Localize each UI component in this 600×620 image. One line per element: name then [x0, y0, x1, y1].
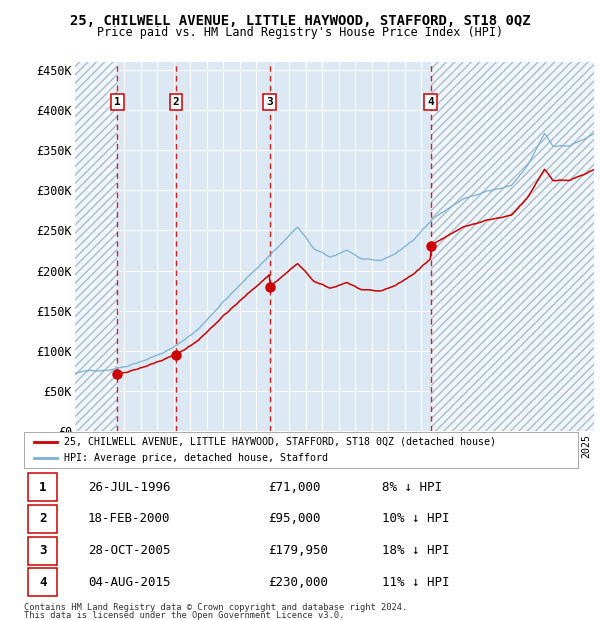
Text: 1: 1	[114, 97, 121, 107]
Text: £230,000: £230,000	[268, 576, 328, 589]
Text: £71,000: £71,000	[268, 480, 320, 494]
Text: 2: 2	[39, 512, 47, 525]
Text: 4: 4	[427, 97, 434, 107]
Text: £179,950: £179,950	[268, 544, 328, 557]
Bar	[28, 505, 57, 533]
Bar	[431, 62, 594, 431]
Text: 18% ↓ HPI: 18% ↓ HPI	[382, 544, 449, 557]
Bar	[431, 62, 594, 431]
Bar	[28, 569, 57, 596]
Text: 8% ↓ HPI: 8% ↓ HPI	[382, 480, 442, 494]
Text: 1: 1	[39, 480, 47, 494]
Text: 3: 3	[39, 544, 47, 557]
Text: 25, CHILWELL AVENUE, LITTLE HAYWOOD, STAFFORD, ST18 0QZ: 25, CHILWELL AVENUE, LITTLE HAYWOOD, STA…	[70, 14, 530, 28]
Text: 10% ↓ HPI: 10% ↓ HPI	[382, 512, 449, 525]
Text: 2: 2	[173, 97, 179, 107]
Text: 3: 3	[266, 97, 273, 107]
Text: 04-AUG-2015: 04-AUG-2015	[88, 576, 170, 589]
Text: This data is licensed under the Open Government Licence v3.0.: This data is licensed under the Open Gov…	[24, 611, 344, 620]
Text: £95,000: £95,000	[268, 512, 320, 525]
Text: Price paid vs. HM Land Registry's House Price Index (HPI): Price paid vs. HM Land Registry's House …	[97, 26, 503, 39]
Text: 28-OCT-2005: 28-OCT-2005	[88, 544, 170, 557]
Text: 4: 4	[39, 576, 47, 589]
Text: Contains HM Land Registry data © Crown copyright and database right 2024.: Contains HM Land Registry data © Crown c…	[24, 603, 407, 612]
Bar	[28, 537, 57, 565]
Text: 18-FEB-2000: 18-FEB-2000	[88, 512, 170, 525]
Text: 26-JUL-1996: 26-JUL-1996	[88, 480, 170, 494]
Bar	[28, 473, 57, 501]
Bar	[75, 62, 118, 431]
Text: HPI: Average price, detached house, Stafford: HPI: Average price, detached house, Staf…	[64, 453, 328, 463]
Text: 11% ↓ HPI: 11% ↓ HPI	[382, 576, 449, 589]
Bar	[75, 62, 118, 431]
Text: 25, CHILWELL AVENUE, LITTLE HAYWOOD, STAFFORD, ST18 0QZ (detached house): 25, CHILWELL AVENUE, LITTLE HAYWOOD, STA…	[64, 437, 496, 447]
